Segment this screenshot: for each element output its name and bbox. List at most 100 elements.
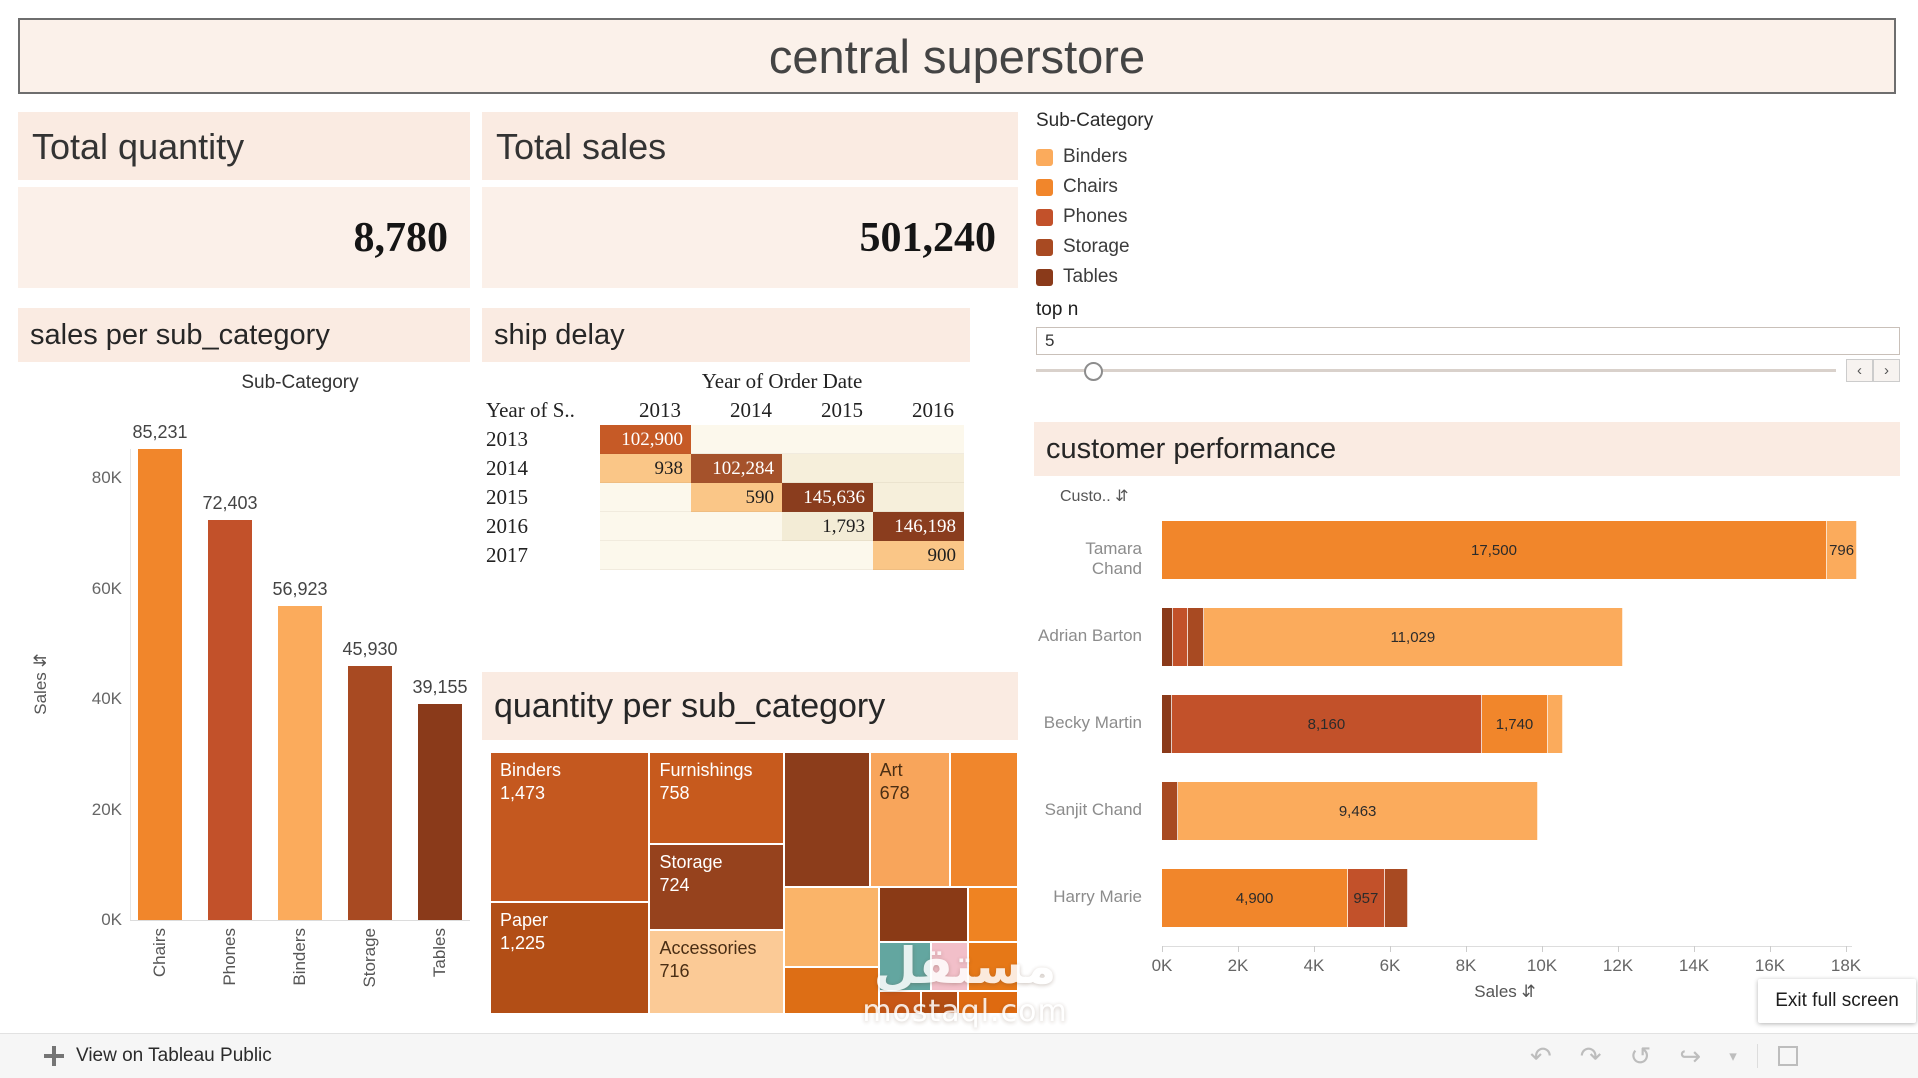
bar-segment-chairs[interactable]: 4,900 [1162,869,1349,927]
treemap-tile-accessories[interactable]: Accessories 716 [649,930,785,1014]
bar-segment-storage[interactable] [1162,782,1179,840]
tick-mark [1466,946,1467,952]
order-year-header-2015[interactable]: 2015 [821,398,863,422]
legend-swatch-icon [1036,268,1053,286]
customer-name[interactable]: Becky Martin [1043,713,1142,732]
customer-name[interactable]: Tamara Chand [1085,539,1142,578]
ship-delay-cell[interactable]: 146,198 [873,512,964,541]
bar-binders[interactable] [278,606,322,920]
ship-delay-cell[interactable]: 900 [873,541,964,570]
treemap-tile[interactable] [967,942,1018,992]
top-n-slider-track[interactable] [1036,369,1836,372]
ship-delay-empty-cell [782,541,873,570]
legend-item-label: Binders [1063,146,1128,167]
ship-delay-empty-cell [600,512,691,541]
treemap-tile-paper[interactable]: Paper 1,225 [490,902,650,1014]
bar-segment-tables[interactable] [1162,695,1172,753]
treemap-tile[interactable] [784,967,880,1014]
treemap-tile-furnishings[interactable]: Furnishings 758 [649,752,785,845]
bar-storage[interactable] [348,666,392,920]
slider-right-button[interactable]: › [1873,359,1900,382]
x-tick-label: 14K [1678,956,1710,975]
treemap-tile[interactable] [784,752,870,888]
fullscreen-icon[interactable] [1777,1046,1798,1066]
treemap-tile-art[interactable]: Art 678 [869,752,950,888]
legend-item-binders[interactable]: Binders [1036,142,1266,172]
treemap-tile[interactable] [931,942,968,992]
treemap-tile[interactable] [949,752,1018,888]
bar-chairs[interactable] [138,449,182,920]
segment-value-label: 796 [1829,541,1855,559]
slider-left-button[interactable]: ‹ [1846,359,1873,382]
exit-fullscreen-button[interactable]: Exit full screen [1758,979,1916,1023]
treemap-tile[interactable] [784,887,880,968]
legend-item-chairs[interactable]: Chairs [1036,172,1266,202]
legend-item-tables[interactable]: Tables [1036,262,1266,292]
category-label-binders[interactable]: Binders [290,928,309,986]
treemap-tile[interactable] [967,887,1018,943]
order-year-header-2016[interactable]: 2016 [912,398,954,422]
customer-column-header[interactable]: Custo.. ⇵ [1060,488,1129,505]
category-label-phones[interactable]: Phones [220,928,239,986]
ship-year-header-2017[interactable]: 2017 [486,543,528,567]
treemap-tile[interactable] [879,991,922,1014]
bar-segment-binders[interactable]: 11,029 [1203,608,1623,666]
x-tick-label: 2K [1227,956,1249,975]
bar-tables[interactable] [418,704,462,920]
treemap-tile[interactable] [957,991,1018,1014]
customer-name[interactable]: Adrian Barton [1038,626,1142,645]
ship-year-header-2014[interactable]: 2014 [486,456,528,480]
category-label-chairs[interactable]: Chairs [150,928,169,978]
customer-name[interactable]: Harry Marie [1053,887,1142,906]
ship-delay-cell[interactable]: 145,636 [782,483,873,512]
redo-icon[interactable]: ↷ [1579,1040,1602,1071]
bar-segment-tables[interactable] [1162,608,1174,666]
caret-down-icon[interactable]: ▾ [1729,1048,1737,1065]
legend-swatch-icon [1036,178,1053,196]
category-label-storage[interactable]: Storage [360,928,379,988]
ship-year-header-2013[interactable]: 2013 [486,427,528,451]
view-on-tableau-link[interactable]: View on Tableau Public [76,1045,272,1066]
bar-segment-phones[interactable]: 957 [1348,869,1385,927]
ship-delay-empty-cell [873,483,964,512]
sales-chart-section-title: sales per sub_category [18,308,470,362]
ship-delay-cell[interactable]: 102,900 [600,425,691,454]
bar-segment-binders[interactable]: 796 [1827,521,1858,579]
treemap-tile-binders[interactable]: Binders 1,473 [490,752,650,903]
bar-segment-storage[interactable] [1187,608,1204,666]
share-icon[interactable]: ↪ [1679,1040,1702,1071]
treemap-tile[interactable] [879,942,932,992]
treemap-tile[interactable] [921,991,958,1014]
segment-value-label: 11,029 [1390,628,1436,646]
bar-segment-chairs[interactable]: 17,500 [1162,521,1827,579]
category-label-tables[interactable]: Tables [430,928,449,978]
ship-delay-cell[interactable]: 590 [691,483,782,512]
bar-segment-chairs[interactable]: 1,740 [1481,695,1549,753]
bar-segment-binders[interactable]: 9,463 [1178,782,1538,840]
treemap-tile[interactable] [879,887,968,943]
bar-segment-binders[interactable] [1548,695,1563,753]
customer-name[interactable]: Sanjit Chand [1044,800,1142,819]
order-year-header-2014[interactable]: 2014 [730,398,772,422]
legend-item-storage[interactable]: Storage [1036,232,1266,262]
bar-value-label: 39,155 [412,677,468,697]
footer-right: ↶ ↷ ↺ ↪ ▾ [1530,1034,1798,1078]
bar-phones[interactable] [208,520,252,920]
ship-delay-cell[interactable]: 1,793 [782,512,873,541]
undo-icon[interactable]: ↶ [1530,1040,1552,1071]
legend-item-phones[interactable]: Phones [1036,202,1266,232]
ship-delay-cell[interactable]: 938 [600,454,691,483]
bar-segment-phones[interactable] [1173,608,1188,666]
bar-segment-phones[interactable]: 8,160 [1171,695,1482,753]
order-year-header-2013[interactable]: 2013 [639,398,681,422]
y-tick-label: 40K [91,689,122,708]
ship-delay-cell[interactable]: 102,284 [691,454,782,483]
top-n-input[interactable] [1036,327,1900,355]
replay-icon[interactable]: ↺ [1629,1040,1652,1071]
top-n-slider-handle[interactable] [1084,362,1103,381]
top-n-label: top n [1036,299,1079,320]
ship-year-header-2016[interactable]: 2016 [486,514,528,538]
ship-year-header-2015[interactable]: 2015 [486,485,528,509]
treemap-tile-storage[interactable]: Storage 724 [649,844,785,931]
bar-segment-storage[interactable] [1384,869,1409,927]
